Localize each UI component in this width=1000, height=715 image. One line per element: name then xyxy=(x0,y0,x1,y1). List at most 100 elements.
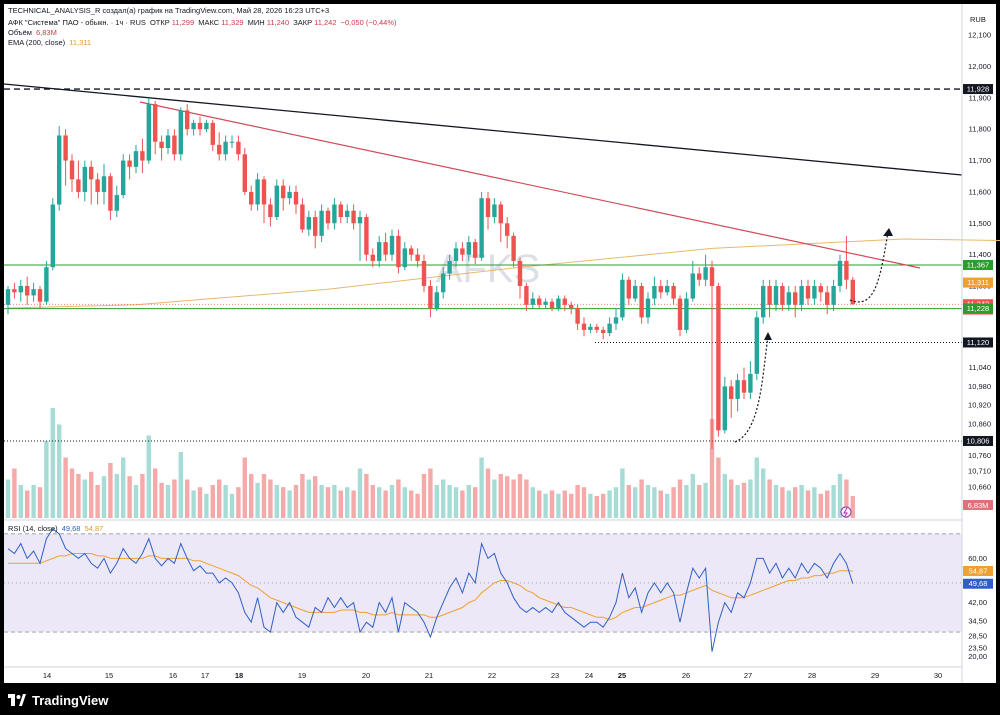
candle[interactable] xyxy=(773,279,779,312)
candle[interactable] xyxy=(319,204,324,243)
candle[interactable] xyxy=(697,267,702,287)
candle[interactable] xyxy=(76,160,81,199)
candle[interactable] xyxy=(210,119,215,152)
candle[interactable] xyxy=(524,282,529,312)
candle[interactable] xyxy=(825,286,830,315)
candle[interactable] xyxy=(479,191,484,261)
candle[interactable] xyxy=(364,213,369,261)
candle[interactable] xyxy=(780,282,785,312)
tradingview-logo[interactable]: TradingView xyxy=(8,690,108,710)
candle[interactable] xyxy=(383,232,388,261)
candle[interactable] xyxy=(389,229,395,261)
candle[interactable] xyxy=(831,279,836,312)
candle[interactable] xyxy=(492,198,497,224)
candle[interactable] xyxy=(517,257,523,299)
candle[interactable] xyxy=(185,104,190,136)
candle[interactable] xyxy=(268,198,273,227)
candle[interactable] xyxy=(543,298,548,308)
candle[interactable] xyxy=(447,254,452,280)
candle[interactable] xyxy=(293,185,299,214)
candle[interactable] xyxy=(511,232,516,268)
candle[interactable] xyxy=(50,198,55,271)
volume-legend[interactable]: Объём 6,83M xyxy=(8,28,59,37)
candle[interactable] xyxy=(274,179,279,221)
candle[interactable] xyxy=(345,204,350,224)
candle[interactable] xyxy=(844,235,849,290)
ema-legend[interactable]: EMA (200, close) 11,311 xyxy=(8,38,93,47)
candle[interactable] xyxy=(633,279,638,302)
candle[interactable] xyxy=(761,279,766,324)
candle[interactable] xyxy=(108,173,113,221)
candle[interactable] xyxy=(671,282,676,305)
candle[interactable] xyxy=(281,179,286,211)
candle[interactable] xyxy=(741,367,747,399)
rsi-legend[interactable]: RSI (14, close) 49,68 54,87 xyxy=(8,524,105,533)
candle[interactable] xyxy=(159,135,164,161)
candle[interactable] xyxy=(249,185,254,211)
candle[interactable] xyxy=(37,286,43,308)
candle[interactable] xyxy=(287,185,292,205)
candle[interactable] xyxy=(377,235,382,268)
candle[interactable] xyxy=(818,282,823,302)
candle[interactable] xyxy=(236,135,241,161)
candle[interactable] xyxy=(255,173,260,211)
candle[interactable] xyxy=(556,295,561,312)
candle[interactable] xyxy=(837,254,843,293)
long-trendline[interactable] xyxy=(3,83,963,176)
candle[interactable] xyxy=(121,154,126,199)
candle[interactable] xyxy=(645,292,651,324)
candle[interactable] xyxy=(709,260,715,450)
candle[interactable] xyxy=(18,279,23,302)
candle[interactable] xyxy=(658,279,663,299)
candle[interactable] xyxy=(197,116,203,136)
candle[interactable] xyxy=(652,276,657,305)
candle[interactable] xyxy=(594,323,599,334)
candle[interactable] xyxy=(415,248,420,268)
candle[interactable] xyxy=(677,295,683,337)
candle[interactable] xyxy=(133,144,139,174)
candle[interactable] xyxy=(114,185,119,218)
candle[interactable] xyxy=(229,135,235,149)
candle[interactable] xyxy=(69,154,75,192)
candle[interactable] xyxy=(204,119,209,133)
candle[interactable] xyxy=(396,229,401,274)
candle[interactable] xyxy=(44,260,49,305)
candle[interactable] xyxy=(325,207,331,230)
candle[interactable] xyxy=(165,129,171,155)
candle[interactable] xyxy=(453,242,459,268)
candle[interactable] xyxy=(178,107,183,161)
candle[interactable] xyxy=(127,154,132,180)
candle[interactable] xyxy=(613,307,619,330)
candle[interactable] xyxy=(153,100,158,155)
candle[interactable] xyxy=(191,119,196,136)
candle[interactable] xyxy=(716,282,721,437)
candle[interactable] xyxy=(473,238,478,265)
candle[interactable] xyxy=(754,311,759,381)
candle[interactable] xyxy=(812,279,817,305)
candle[interactable] xyxy=(562,295,567,312)
red-trendline[interactable] xyxy=(139,101,921,269)
candle[interactable] xyxy=(370,248,375,268)
candle[interactable] xyxy=(786,286,791,312)
candle[interactable] xyxy=(620,273,625,321)
candle[interactable] xyxy=(569,301,574,315)
candle[interactable] xyxy=(537,295,542,308)
candle[interactable] xyxy=(300,198,305,233)
candle[interactable] xyxy=(89,160,94,205)
candle[interactable] xyxy=(793,286,798,318)
candle[interactable] xyxy=(5,286,11,315)
candle[interactable] xyxy=(332,198,337,230)
candle[interactable] xyxy=(498,201,503,243)
candle[interactable] xyxy=(703,254,708,287)
candle[interactable] xyxy=(357,210,363,261)
candle[interactable] xyxy=(441,267,446,299)
candle[interactable] xyxy=(12,282,17,299)
candle[interactable] xyxy=(409,245,414,261)
candle[interactable] xyxy=(95,173,100,205)
candle[interactable] xyxy=(82,160,87,202)
candle[interactable] xyxy=(729,380,734,418)
candle[interactable] xyxy=(402,242,407,271)
candle[interactable] xyxy=(684,292,689,334)
candle[interactable] xyxy=(530,292,535,308)
lightning-icon[interactable] xyxy=(840,506,852,518)
